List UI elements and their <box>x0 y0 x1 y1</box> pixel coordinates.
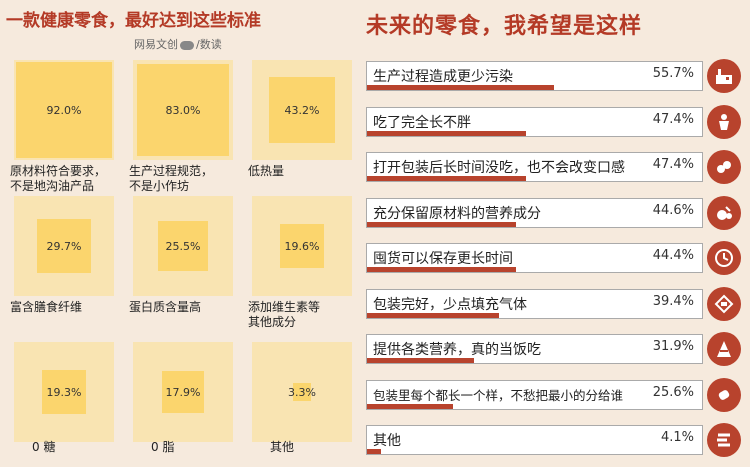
bar-row: 打开包装后长时间没吃，也不会改变口感 47.4% <box>366 149 746 187</box>
grid-category-label: 0 糖 <box>32 440 56 454</box>
logo-icon <box>180 40 194 50</box>
lines-icon <box>707 423 741 457</box>
grid-value-label: 3.3% <box>288 385 316 399</box>
grid-square-mark <box>36 218 92 274</box>
bar-category-label: 包装完好，少点填充气体 <box>373 296 527 313</box>
clock-icon <box>707 241 741 275</box>
grid-category-label: 原材料符合要求， 不是地沟油产品 <box>10 164 107 193</box>
body-icon <box>707 104 741 139</box>
grid-square-mark <box>16 62 112 158</box>
bar-frame: 提供各类营养，真的当饭吃 31.9% <box>366 334 703 364</box>
bar-mark <box>367 403 453 409</box>
grid-category-label: 生产过程规范， 不是小作坊 <box>129 164 214 193</box>
grid-cell: 83.0% <box>133 60 233 160</box>
pack-icon <box>707 150 741 184</box>
bar-mark <box>367 221 517 227</box>
grid-category-label: 其他 <box>270 440 295 454</box>
source-credit: 网易文创/数读 <box>134 38 222 51</box>
bar-frame: 包装完好，少点填充气体 39.4% <box>366 288 703 319</box>
grid-cell: 29.7% <box>14 196 114 296</box>
bar-value-label: 25.6% <box>652 384 694 400</box>
bar-value-label: 44.4% <box>652 248 694 263</box>
bar-mark <box>367 267 516 272</box>
candy-icon <box>707 377 741 412</box>
left-chart-title: 一款健康零食，最好达到这些标准 <box>6 11 261 31</box>
grid-square-mark <box>279 223 325 269</box>
source-right: 数读 <box>199 38 222 51</box>
grid-category-label: 添加维生素等 其他成分 <box>248 300 321 329</box>
grid-value-label: 17.9% <box>165 385 201 399</box>
grid-square-mark <box>161 370 205 414</box>
grid-square-mark <box>157 220 209 272</box>
grid-cell: 17.9% <box>133 342 233 442</box>
right-chart-title: 未来的零食，我希望是这样 <box>366 14 643 39</box>
bar-row: 吃了完全长不胖 47.4% <box>366 104 746 142</box>
grid-square-mark <box>137 64 229 156</box>
bar-frame: 充分保留原材料的营养成分 44.6% <box>366 197 703 228</box>
bar-row: 提供各类营养，真的当饭吃 31.9% <box>366 331 746 369</box>
bar-value-label: 31.9% <box>652 339 694 354</box>
bar-row: 包装里每个都长一个样，不愁把最小的分给谁 25.6% <box>366 377 746 415</box>
bar-category-label: 包装里每个都长一个样，不愁把最小的分给谁 <box>373 387 624 403</box>
grid-category-label: 低热量 <box>248 164 285 178</box>
bar-value-label: 39.4% <box>652 293 694 309</box>
bar-value-label: 44.6% <box>652 202 694 218</box>
grid-square-mark <box>292 382 312 402</box>
bar-value-label: 47.4% <box>652 111 694 127</box>
bar-mark <box>367 358 474 363</box>
grid-value-label: 25.5% <box>165 239 201 253</box>
grid-category-label: 富含膳食纤维 <box>10 300 83 314</box>
bar-value-label: 4.1% <box>660 430 694 445</box>
grid-category-label: 蛋白质含量高 <box>129 300 202 314</box>
grid-value-label: 83.0% <box>165 103 201 117</box>
grid-value-label: 92.0% <box>46 103 82 117</box>
cone-icon <box>707 332 741 366</box>
bar-frame: 打开包装后长时间没吃，也不会改变口感 47.4% <box>366 152 703 182</box>
bar-value-label: 55.7% <box>652 66 694 81</box>
grid-cell: 3.3% <box>252 342 352 442</box>
grid-cell: 92.0% <box>14 60 114 160</box>
bar-mark <box>367 130 526 136</box>
bar-row: 其他 4.1% <box>366 422 746 460</box>
bag-icon <box>707 286 741 321</box>
bar-frame: 生产过程造成更少污染 55.7% <box>366 61 703 91</box>
bar-category-label: 囤货可以保存更长时间 <box>373 251 513 267</box>
bar-frame: 吃了完全长不胖 47.4% <box>366 106 703 137</box>
bar-mark <box>367 449 381 454</box>
grid-value-label: 43.2% <box>284 103 320 117</box>
grid-square-mark <box>269 77 335 143</box>
grid-category-label: 0 脂 <box>151 440 175 454</box>
bar-mark <box>367 176 526 181</box>
fruit-icon <box>707 195 741 230</box>
bar-mark <box>367 312 499 318</box>
bar-row: 包装完好，少点填充气体 39.4% <box>366 286 746 324</box>
bar-category-label: 其他 <box>373 433 401 449</box>
bar-category-label: 吃了完全长不胖 <box>373 114 471 131</box>
grid-cell: 19.6% <box>252 196 352 296</box>
bar-category-label: 提供各类营养，真的当饭吃 <box>373 342 541 358</box>
grid-value-label: 29.7% <box>46 239 82 253</box>
bar-mark <box>367 85 554 90</box>
bar-frame: 囤货可以保存更长时间 44.4% <box>366 243 703 273</box>
grid-cell: 43.2% <box>252 60 352 160</box>
bar-category-label: 打开包装后长时间没吃，也不会改变口感 <box>373 160 625 176</box>
bar-category-label: 生产过程造成更少污染 <box>373 69 513 85</box>
grid-value-label: 19.6% <box>284 239 320 253</box>
bar-row: 充分保留原材料的营养成分 44.6% <box>366 195 746 233</box>
bar-frame: 包装里每个都长一个样，不愁把最小的分给谁 25.6% <box>366 379 703 410</box>
grid-square-mark <box>42 370 86 414</box>
grid-cell: 19.3% <box>14 342 114 442</box>
factory-icon <box>707 59 741 93</box>
bar-row: 囤货可以保存更长时间 44.4% <box>366 240 746 278</box>
bar-frame: 其他 4.1% <box>366 425 703 455</box>
bar-row: 生产过程造成更少污染 55.7% <box>366 58 746 96</box>
bar-category-label: 充分保留原材料的营养成分 <box>373 205 541 222</box>
source-left: 网易文创 <box>134 38 178 51</box>
bar-value-label: 47.4% <box>652 157 694 172</box>
grid-cell: 25.5% <box>133 196 233 296</box>
grid-value-label: 19.3% <box>46 385 82 399</box>
